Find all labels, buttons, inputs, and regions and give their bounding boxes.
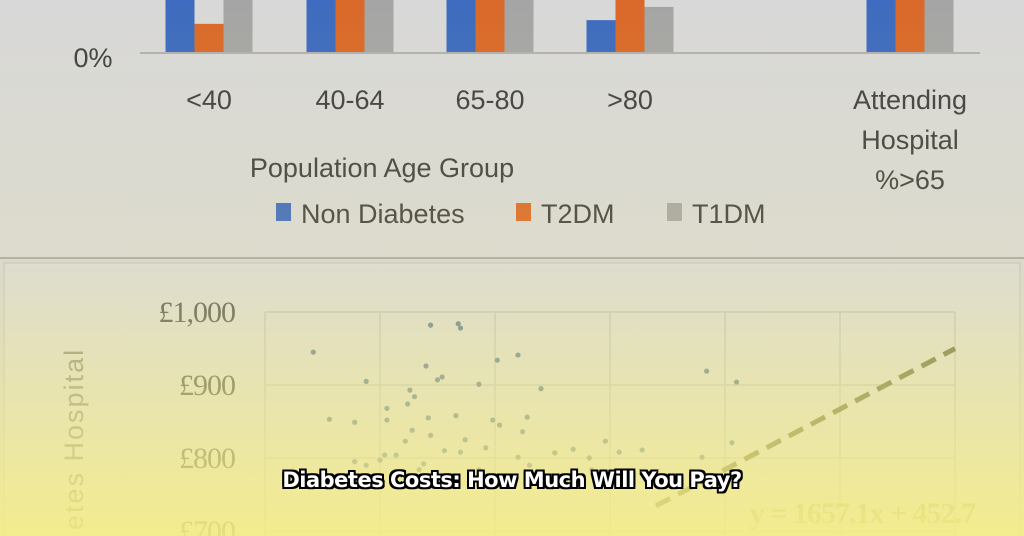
caption: Diabetes Costs: How Much Will You Pay?	[282, 468, 742, 492]
